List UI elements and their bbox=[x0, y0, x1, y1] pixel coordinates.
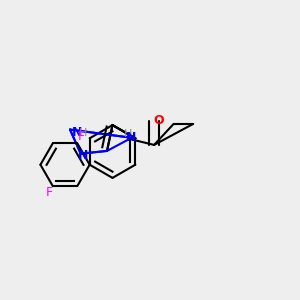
Text: F: F bbox=[45, 186, 52, 199]
Text: H: H bbox=[124, 128, 132, 139]
Text: H: H bbox=[79, 128, 87, 138]
Text: N: N bbox=[126, 131, 136, 144]
Text: O: O bbox=[153, 114, 164, 128]
Text: F: F bbox=[77, 130, 85, 143]
Text: N: N bbox=[72, 126, 83, 139]
Text: N: N bbox=[78, 149, 88, 162]
